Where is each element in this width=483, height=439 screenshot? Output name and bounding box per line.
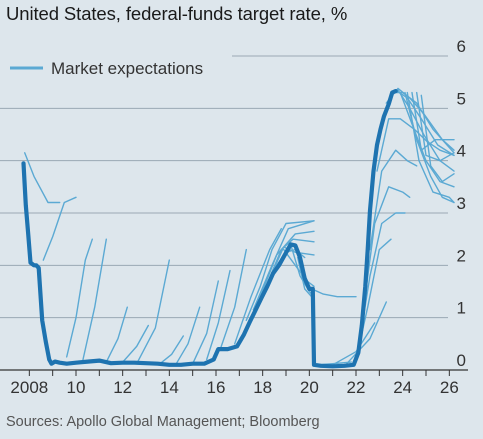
x-tick-label: 2008 [10, 378, 48, 397]
x-tick-label: 14 [160, 378, 179, 397]
expectation-line [311, 288, 357, 298]
y-tick-label: 0 [457, 351, 466, 370]
y-tick-label: 5 [457, 89, 466, 108]
expectation-line [252, 220, 315, 311]
expectation-line [427, 141, 455, 157]
x-tick-label: 10 [67, 378, 86, 397]
expectation-line [369, 149, 418, 251]
expectation-line [376, 118, 432, 172]
x-tick-label: 20 [300, 378, 319, 397]
expectation-line [234, 228, 282, 345]
expectation-line [136, 259, 170, 365]
expectation-line [206, 269, 231, 361]
y-tick-label: 4 [457, 142, 466, 161]
expectation-line [66, 238, 93, 358]
y-tick-label: 6 [457, 37, 466, 56]
source-note: Sources: Apollo Global Management; Bloom… [6, 414, 320, 430]
legend: Market expectations [10, 59, 203, 78]
expectation-line [399, 91, 455, 188]
expectation-line [397, 89, 455, 172]
expectation-line [332, 322, 376, 366]
expectation-line [420, 94, 455, 183]
x-tick-label: 12 [113, 378, 132, 397]
x-tick-label: 18 [253, 378, 272, 397]
expectation-line [159, 335, 184, 365]
expectation-line [105, 306, 128, 363]
expectation-line [404, 91, 455, 204]
grid-lines [0, 55, 448, 319]
expectation-line [175, 306, 201, 365]
expectation-line [346, 301, 387, 365]
expectation-line [220, 248, 247, 349]
expectation-line [24, 152, 61, 204]
expectation-line [245, 220, 315, 321]
expectation-line [42, 196, 77, 261]
x-tick-label: 26 [440, 378, 459, 397]
expectation-line [82, 238, 107, 361]
y-tick-label: 3 [457, 194, 466, 213]
expectation-line [416, 91, 455, 162]
expectation-line [122, 324, 149, 363]
expectation-line [395, 89, 455, 157]
expectation-line [259, 230, 315, 298]
x-tick-label: 22 [347, 378, 366, 397]
actual-rate-line-layer [21, 89, 398, 369]
x-tick-label: 16 [207, 378, 226, 397]
legend-label: Market expectations [51, 59, 203, 78]
x-tick-label: 24 [393, 378, 412, 397]
actual-rate-line [21, 89, 398, 369]
expectation-line [192, 280, 219, 365]
chart-title: United States, federal-funds target rate… [6, 3, 348, 24]
y-tick-label: 1 [457, 299, 466, 318]
expectation-line [406, 91, 455, 204]
y-tick-label: 2 [457, 246, 466, 265]
market-expectation-lines [24, 87, 455, 366]
expectation-line [362, 186, 411, 314]
